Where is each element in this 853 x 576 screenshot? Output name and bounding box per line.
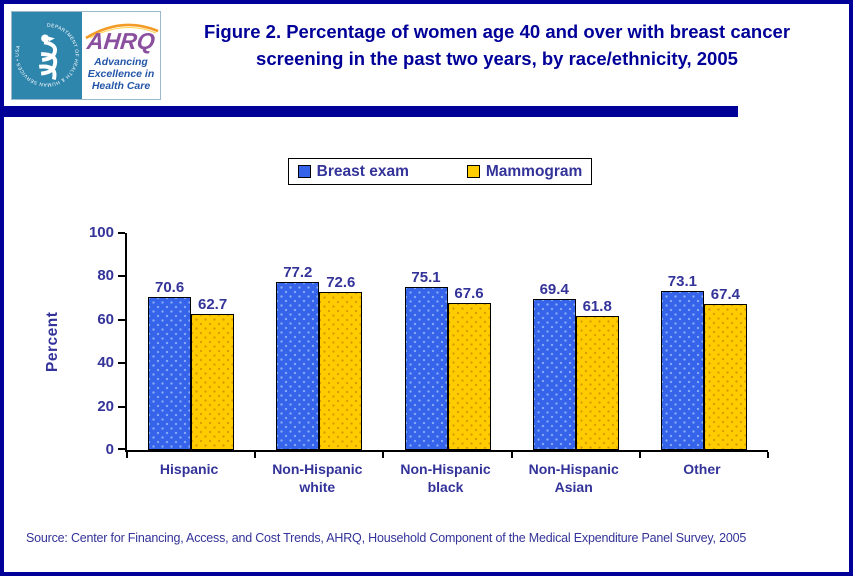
bar-wrap: 77.2 [276,263,320,450]
y-axis-title: Percent [44,311,61,372]
bar-breast-exam-non-hispanic-asian [532,299,576,450]
bar-value-label: 67.4 [710,285,740,303]
bar-group-non-hispanic-asian: 69.4 61.8 [512,233,640,450]
y-tick-mark [118,275,125,278]
figure-title: Figure 2. Percentage of women age 40 and… [203,21,791,69]
ahrq-wordmark: AHRQ [85,28,157,54]
bar-wrap: 73.1 [660,272,704,450]
bar-value-label: 62.7 [197,295,228,313]
x-axis-label-hispanic: Hispanic [159,461,219,477]
y-tick-label: 0 [105,441,114,458]
legend-label: Mammogram [485,162,583,180]
bar-mammogram-hispanic [191,313,235,450]
ahrq-swoosh-icon [85,23,159,40]
bar-breast-exam-non-hispanic-black [404,287,448,450]
x-tick-mark [638,452,641,458]
x-tick-mark [767,452,769,458]
bar-wrap: 75.1 [404,268,448,450]
bar-breast-exam-hispanic [148,296,192,450]
bar-wrap: 62.7 [191,295,235,450]
bar-value-label: 67.6 [454,285,484,303]
bar-wrap: 67.6 [447,284,491,450]
bar-value-label: 75.1 [411,269,441,287]
eagle-icon [38,34,58,80]
y-tick-mark [118,362,125,365]
bar-mammogram-non-hispanic-black [447,303,491,450]
x-tick-mark [382,452,385,458]
bar-group-hispanic: 70.6 62.7 [127,233,255,450]
y-axis-ticks: 0 20 40 60 80 100 [70,224,114,458]
hhs-ahrq-logo: DEPARTMENT OF HEALTH & HUMAN SERVICES • … [11,11,161,100]
plot-area: 70.6 62.7 77.2 72.6 75.1 67.6 69.4 61.8 73.1 67.4 [118,232,769,458]
y-tick-label: 80 [97,267,114,285]
x-axis-label-non-hispanic-white: Non-Hispanic white [272,461,363,495]
bar-mammogram-non-hispanic-white [319,292,363,450]
bar-wrap: 70.6 [148,278,192,450]
bar-group-non-hispanic-white: 77.2 72.6 [255,233,383,450]
bar-breast-exam-other [660,291,704,450]
legend-item-breast-exam: Breast exam [297,162,409,181]
bar-wrap: 67.4 [703,285,747,450]
bar-value-label: 61.8 [582,297,612,315]
bar-value-label: 77.2 [283,264,313,282]
bar-value-label: 70.6 [154,278,185,296]
bar-breast-exam-non-hispanic-white [276,282,320,450]
legend-swatch-icon [466,165,480,178]
legend-item-mammogram: Mammogram [466,162,583,181]
ahrq-tagline: Advancing Excellence in Health Care [87,56,155,92]
x-axis-labels: Hispanic Non-Hispanic white Non-Hispanic b… [125,460,766,496]
header-divider [4,106,738,117]
ahrq-logo: AHRQ Advancing Excellence in Health Care [82,12,160,99]
bar-value-label: 69.4 [539,281,569,299]
bar-wrap: 72.6 [319,273,363,450]
source-note: Source: Center for Financing, Access, an… [26,531,747,545]
bar-value-label: 73.1 [667,273,697,291]
x-tick-mark [254,452,257,458]
y-tick-mark [118,405,125,408]
y-tick-label: 40 [97,354,114,372]
bar-value-label: 72.6 [326,274,356,292]
bar-mammogram-non-hispanic-asian [575,315,619,450]
bar-wrap: 61.8 [575,297,619,450]
y-tick-mark [118,448,125,450]
x-axis-label-other: Other [683,461,721,477]
y-tick-mark [118,318,125,321]
legend-label: Breast exam [316,162,409,180]
chart-legend: Breast exam Mammogram [288,158,592,185]
y-tick-label: 20 [97,397,114,415]
bar-mammogram-other [703,303,747,450]
x-axis-label-non-hispanic-asian: Non-Hispanic Asian [528,461,619,495]
x-axis-label-non-hispanic-black: Non-Hispanic black [400,461,491,495]
y-tick-mark [118,232,125,234]
x-tick-mark [126,452,128,458]
x-tick-mark [510,452,513,458]
legend-swatch-icon [297,165,311,178]
bar-wrap: 69.4 [532,280,576,450]
hhs-eagle-logo: DEPARTMENT OF HEALTH & HUMAN SERVICES • … [12,12,82,99]
y-tick-label: 60 [97,310,114,328]
bar-group-non-hispanic-black: 75.1 67.6 [383,233,511,450]
bar-group-other: 73.1 67.4 [640,233,768,450]
y-tick-label: 100 [88,224,114,241]
